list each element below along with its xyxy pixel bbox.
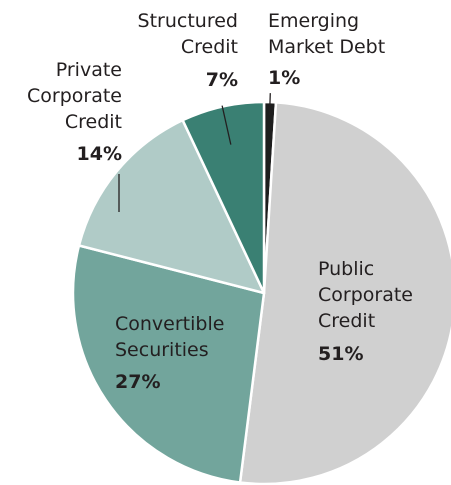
label-line: Corporate [318, 284, 413, 306]
label-emerging-market-debt: Emerging Market Debt 1% [268, 10, 385, 89]
label-private-corporate-credit: Private Corporate Credit 14% [27, 59, 122, 165]
label-line: Credit [65, 111, 122, 133]
leader-line-structured-credit [221, 105, 232, 145]
label-line: Corporate [27, 85, 122, 107]
leader-lines [118, 93, 271, 212]
label-line: Securities [115, 339, 209, 361]
label-line: Structured [138, 10, 238, 32]
pie-slice-convertible-securities [71, 244, 266, 484]
percent-label: 1% [268, 67, 300, 89]
pie-slice-public-corporate-credit [238, 101, 451, 485]
leader-line-emerging-market-debt [268, 93, 271, 116]
label-convertible-securities: Convertible Securities 27% [115, 313, 224, 393]
percent-label: 7% [206, 69, 238, 91]
label-line: Public [318, 258, 374, 280]
label-line: Convertible [115, 313, 224, 335]
label-line: Market Debt [268, 36, 385, 58]
label-line: Credit [318, 310, 375, 332]
label-line: Emerging [268, 10, 359, 32]
percent-label: 51% [318, 343, 363, 365]
label-structured-credit: Structured Credit 7% [138, 10, 238, 91]
label-line: Private [56, 59, 122, 81]
label-line: Credit [181, 36, 238, 58]
pie-slice-private-corporate-credit [77, 118, 266, 295]
label-public-corporate-credit: Public Corporate Credit 51% [318, 258, 413, 365]
percent-label: 27% [115, 371, 160, 393]
percent-label: 14% [77, 143, 122, 165]
